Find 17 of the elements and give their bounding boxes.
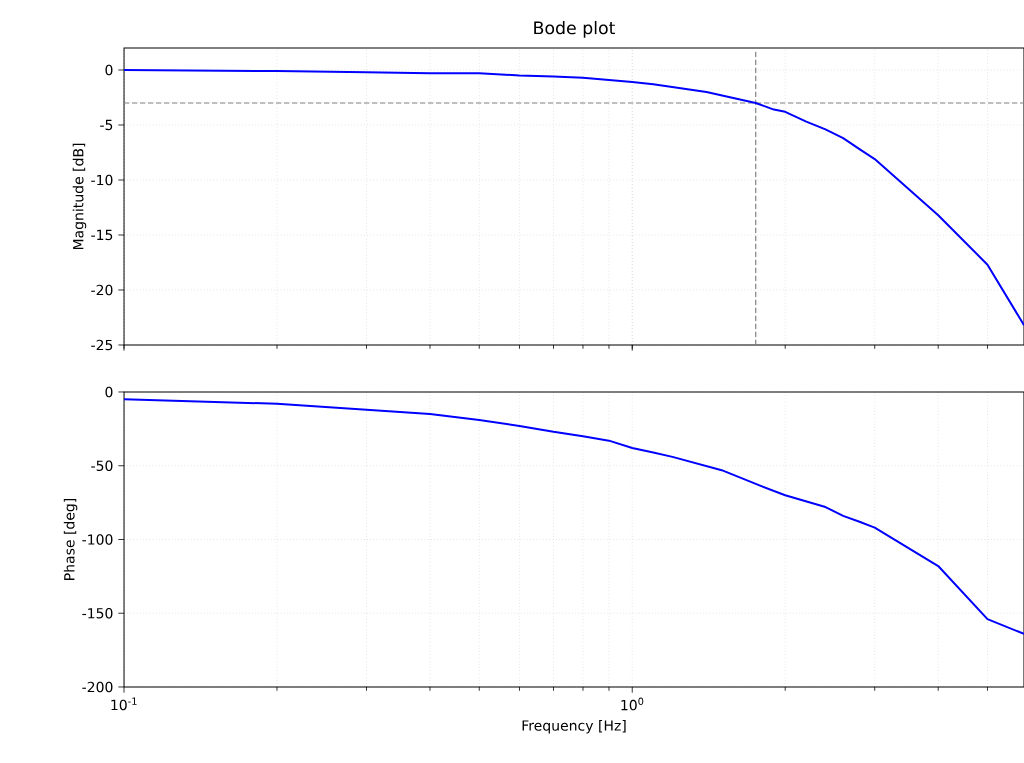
y-tick-label: -150: [82, 607, 113, 619]
x-tick-label: 10$^{0}$: [621, 697, 644, 711]
y-axis-title: Magnitude [dB]: [72, 143, 87, 250]
y-tick-label: -200: [82, 681, 113, 693]
y-tick-label: 0: [105, 386, 113, 398]
y-tick-label: -25: [91, 339, 113, 351]
y-axis-title: Phase [deg]: [63, 498, 78, 580]
x-tick-label: 10$^{-1}$: [111, 697, 137, 711]
x-axis-title: Frequency [Hz]: [522, 719, 626, 734]
y-tick-label: -10: [91, 174, 113, 186]
y-tick-label: -100: [82, 534, 113, 545]
y-tick-label: 0: [105, 64, 113, 76]
chart-title: Bode plot: [534, 20, 616, 38]
y-tick-label: -5: [100, 119, 113, 131]
y-tick-label: -20: [91, 284, 113, 296]
y-tick-label: -15: [91, 229, 113, 241]
y-tick-label: -50: [91, 460, 113, 472]
